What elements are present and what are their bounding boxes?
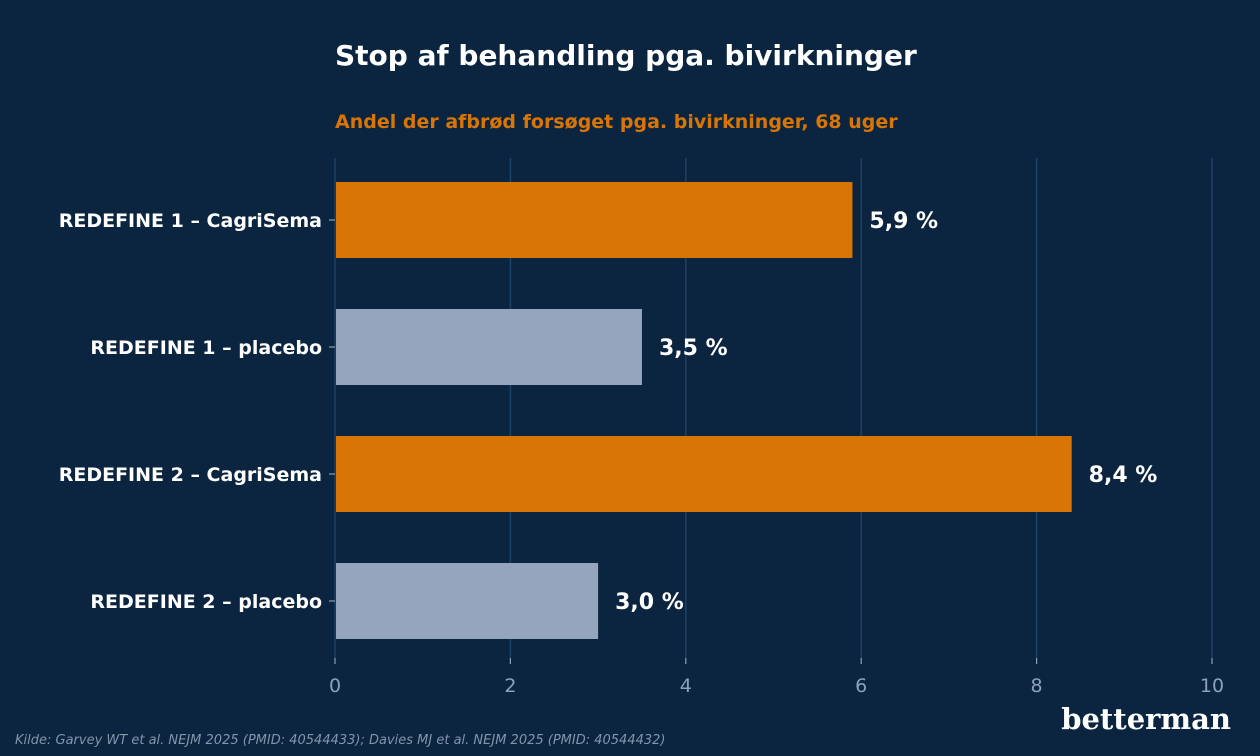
category-label-2: REDEFINE 2 – CagriSema — [59, 464, 322, 486]
category-label-1: REDEFINE 1 – placebo — [90, 337, 322, 359]
category-label-3: REDEFINE 2 – placebo — [90, 591, 322, 613]
source-note: Kilde: Garvey WT et al. NEJM 2025 (PMID:… — [15, 733, 665, 748]
x-tick-label-4: 8 — [1031, 675, 1043, 697]
bars — [336, 182, 1072, 639]
value-label-2: 8,4 % — [1089, 463, 1158, 488]
value-label-3: 3,0 % — [615, 590, 684, 615]
x-tick-label-1: 2 — [504, 675, 516, 697]
x-axis: 0 2 4 6 8 10 — [329, 658, 1224, 697]
value-labels: 5,9 % 3,5 % 8,4 % 3,0 % — [615, 209, 1157, 615]
bar-3 — [336, 563, 599, 639]
value-label-0: 5,9 % — [869, 209, 938, 234]
x-tick-label-0: 0 — [329, 675, 341, 697]
bar-0 — [336, 182, 853, 258]
x-tick-label-3: 6 — [855, 675, 867, 697]
bar-2 — [336, 436, 1072, 512]
chart-subtitle: Andel der afbrød forsøget pga. bivirknin… — [335, 111, 898, 133]
x-tick-label-5: 10 — [1200, 675, 1224, 697]
brand-logo: betterman — [1061, 702, 1231, 736]
bar-1 — [336, 309, 642, 385]
category-label-0: REDEFINE 1 – CagriSema — [59, 210, 322, 232]
category-labels: REDEFINE 1 – CagriSema REDEFINE 1 – place… — [59, 210, 335, 613]
x-tick-label-2: 4 — [680, 675, 692, 697]
chart-title: Stop af behandling pga. bivirkninger — [335, 39, 917, 72]
value-label-1: 3,5 % — [659, 336, 728, 361]
